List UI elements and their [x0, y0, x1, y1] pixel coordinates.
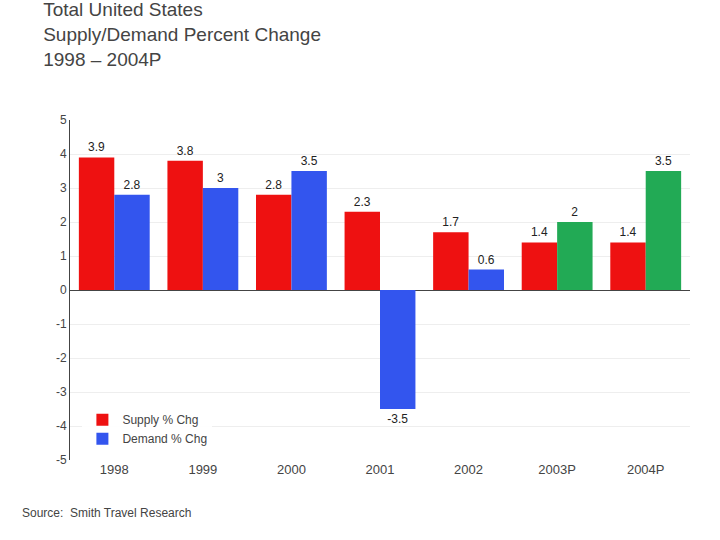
- svg-text:Source: Smith Travel Research: Source: Smith Travel Research: [22, 506, 191, 520]
- svg-text:2.8: 2.8: [123, 178, 140, 192]
- svg-text:Demand % Chg: Demand % Chg: [122, 432, 207, 446]
- svg-text:-4: -4: [56, 419, 67, 433]
- svg-text:2001: 2001: [366, 462, 395, 477]
- svg-text:5: 5: [60, 113, 67, 127]
- svg-text:2004P: 2004P: [627, 462, 665, 477]
- svg-text:1.7: 1.7: [442, 215, 459, 229]
- svg-text:-2: -2: [56, 351, 67, 365]
- svg-text:3: 3: [217, 171, 224, 185]
- svg-text:1.4: 1.4: [531, 225, 548, 239]
- svg-text:2.3: 2.3: [354, 195, 371, 209]
- svg-text:1999: 1999: [188, 462, 217, 477]
- svg-text:-3.5: -3.5: [387, 412, 408, 426]
- svg-text:3.8: 3.8: [177, 144, 194, 158]
- svg-text:4: 4: [60, 147, 67, 161]
- svg-text:2: 2: [60, 215, 67, 229]
- svg-text:3: 3: [60, 181, 67, 195]
- svg-text:-3: -3: [56, 385, 67, 399]
- svg-text:Total United StatesSupply/Dema: Total United StatesSupply/Demand Percent…: [43, 0, 321, 70]
- svg-text:Supply % Chg: Supply % Chg: [122, 413, 198, 427]
- svg-text:0.6: 0.6: [478, 253, 495, 267]
- svg-text:-5: -5: [56, 453, 67, 467]
- svg-text:3.5: 3.5: [655, 154, 672, 168]
- svg-text:1: 1: [60, 249, 67, 263]
- svg-text:1.4: 1.4: [619, 225, 636, 239]
- svg-text:2000: 2000: [277, 462, 306, 477]
- svg-text:2003P: 2003P: [538, 462, 576, 477]
- svg-text:2.8: 2.8: [265, 178, 282, 192]
- svg-text:-1: -1: [56, 317, 67, 331]
- svg-text:3.5: 3.5: [301, 154, 318, 168]
- svg-text:2002: 2002: [454, 462, 483, 477]
- svg-text:3.9: 3.9: [88, 140, 105, 154]
- svg-text:1998: 1998: [100, 462, 129, 477]
- svg-text:2: 2: [571, 205, 578, 219]
- svg-text:0: 0: [60, 283, 67, 297]
